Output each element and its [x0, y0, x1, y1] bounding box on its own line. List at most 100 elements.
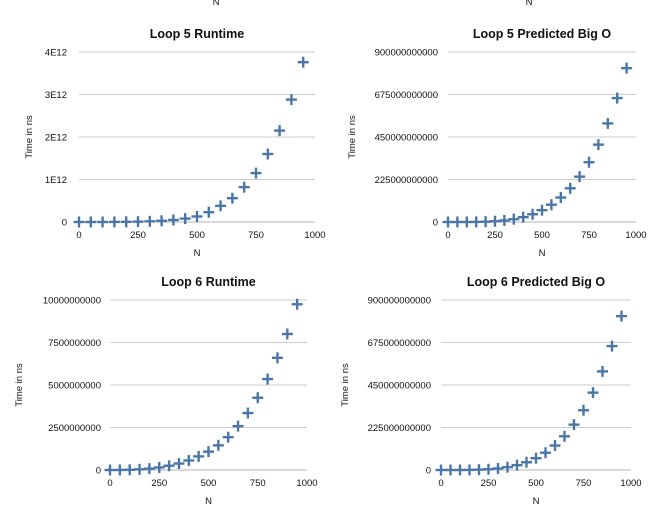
data-point [451, 216, 463, 228]
chart-panel-1: Loop 5 Runtime 0 1E12 2E12 3E12 4E12 0 250 500 75… [24, 27, 326, 259]
x-tick-label: 250 [487, 230, 503, 241]
y-tick-label: 900000000000 [375, 48, 438, 59]
data-point [521, 456, 532, 468]
data-point [574, 171, 586, 183]
data-point [592, 139, 604, 151]
data-point [179, 213, 191, 225]
data-point [203, 446, 214, 458]
data-point [262, 148, 274, 160]
chart-panel-3: Loop 6 Runtime 0 2500000000 5000000000 75000… [14, 275, 318, 507]
data-point [222, 431, 234, 443]
data-point [242, 407, 254, 419]
data-point [602, 117, 614, 129]
y-axis-title: Time in ns [347, 115, 358, 159]
x-tick-label: 500 [189, 230, 205, 241]
data-point [134, 463, 146, 475]
x-tick-label: 0 [445, 230, 450, 241]
data-point [435, 464, 447, 476]
data-point [583, 156, 595, 168]
x-axis-title: N [533, 496, 540, 507]
x-tick-label: 750 [576, 478, 592, 489]
y-tick-label: 675000000000 [368, 338, 431, 349]
y-tick-label: 10000000000 [43, 296, 101, 307]
x-axis-title: N [539, 248, 546, 259]
x-tick-label: 250 [130, 230, 146, 241]
y-tick-label: 675000000000 [375, 90, 438, 101]
data-point [132, 216, 144, 228]
x-tick-label: 500 [534, 230, 550, 241]
data-point [480, 216, 492, 228]
data-point [124, 464, 136, 476]
data-point [564, 182, 576, 194]
data-point [163, 460, 175, 472]
data-point [545, 199, 557, 211]
x-tick-label: 0 [76, 230, 81, 241]
data-point [540, 447, 551, 459]
y-tick-label: 4E12 [45, 48, 67, 59]
data-point [549, 440, 561, 452]
data-point [226, 192, 238, 204]
data-point [144, 215, 156, 227]
data-point [568, 419, 580, 431]
x-tick-label: 1000 [620, 478, 641, 489]
x-axis-title: N [194, 248, 201, 259]
y-tick-label: 0 [433, 218, 438, 229]
data-point [470, 216, 482, 228]
data-point [104, 464, 116, 476]
data-point [85, 216, 97, 228]
x-tick-label: 750 [250, 478, 266, 489]
y-tick-label: 7500000000 [48, 338, 101, 349]
data-point [555, 192, 567, 204]
data-point [232, 420, 244, 432]
chart-title: Loop 5 Predicted Big O [473, 27, 611, 41]
data-point [464, 464, 475, 476]
data-point [611, 92, 623, 104]
y-tick-label: 3E12 [45, 90, 67, 101]
chart-panel-4: Loop 6 Predicted Big O 0 225000000000 45000… [340, 275, 642, 507]
chart-panel-2: Loop 5 Predicted Big O 0 225000000000 45000… [347, 27, 647, 259]
data-point [97, 216, 109, 228]
x-tick-label: 250 [481, 478, 497, 489]
data-point [445, 464, 456, 476]
x-tick-label: 750 [248, 230, 264, 241]
data-point [492, 462, 504, 474]
y-tick-label: 0 [426, 466, 431, 477]
data-point [114, 464, 126, 476]
x-tick-label: 1000 [625, 230, 646, 241]
chart-title: Loop 6 Predicted Big O [467, 275, 605, 289]
y-axis-title: Time in ns [24, 115, 35, 159]
x-tick-label: 1000 [304, 230, 325, 241]
data-point [167, 214, 179, 226]
chart-title: Loop 6 Runtime [161, 275, 255, 289]
data-point [212, 439, 224, 451]
y-tick-label: 450000000000 [375, 133, 438, 144]
x-tick-label: 250 [151, 478, 167, 489]
data-point [153, 461, 165, 473]
data-point [527, 208, 539, 220]
x-tick-label: 500 [201, 478, 217, 489]
top-cutoff-axis-label: N [213, 0, 220, 8]
y-tick-label: 2500000000 [48, 423, 101, 434]
data-point [587, 387, 599, 399]
chart-title: Loop 5 Runtime [150, 27, 244, 41]
y-tick-label: 225000000000 [375, 175, 438, 186]
data-point [297, 56, 309, 68]
top-cutoff-axis-label-right: N [526, 0, 533, 8]
x-axis-title: N [205, 496, 212, 507]
y-tick-label: 450000000000 [368, 381, 431, 392]
data-point [274, 125, 286, 137]
y-tick-label: 5000000000 [48, 381, 101, 392]
data-point [606, 340, 618, 352]
data-point [517, 211, 529, 223]
y-axis-title: Time in ns [14, 363, 25, 407]
data-point [173, 458, 185, 470]
data-point [156, 215, 168, 227]
x-tick-label: 1000 [296, 478, 317, 489]
y-tick-label: 0 [62, 218, 67, 229]
data-point [262, 373, 274, 385]
data-point [454, 464, 466, 476]
data-point [215, 200, 227, 212]
data-point [511, 459, 523, 471]
y-axis-title: Time in ns [340, 363, 351, 407]
